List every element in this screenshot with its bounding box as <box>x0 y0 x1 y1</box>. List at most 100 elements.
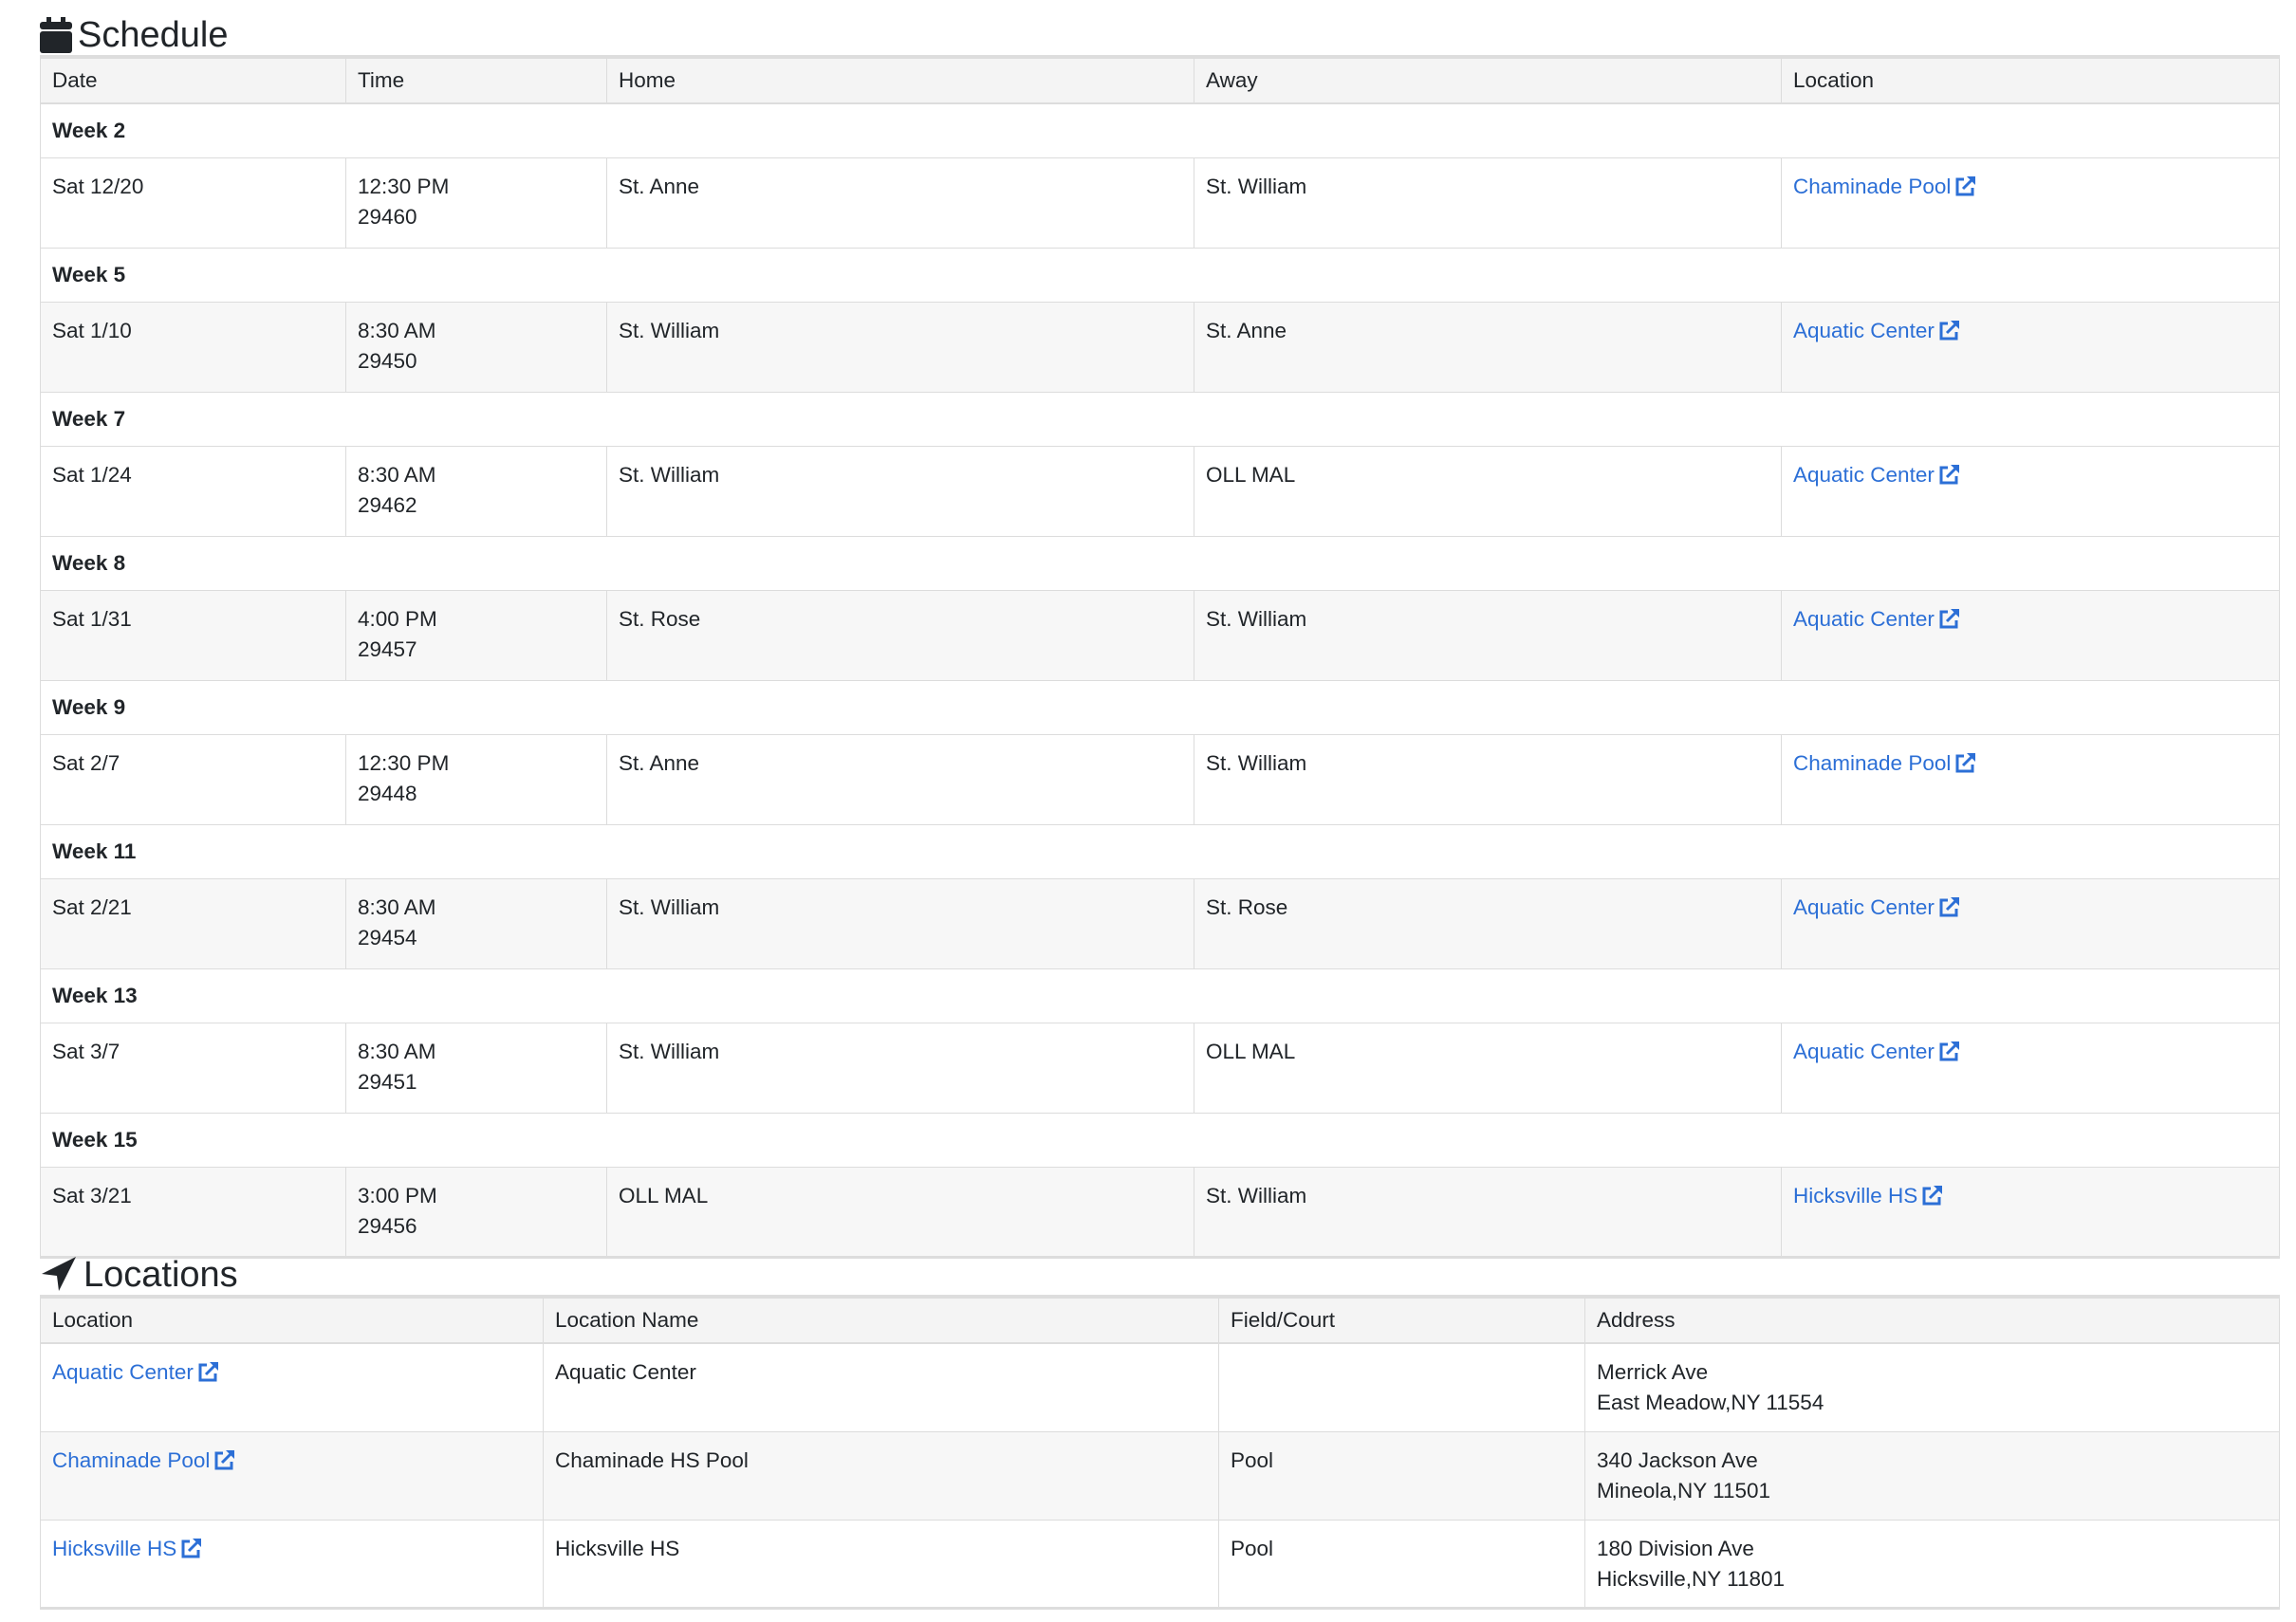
external-link-icon <box>1955 176 1976 196</box>
location-link[interactable]: Aquatic Center <box>1793 895 1961 919</box>
game-location-cell: Aquatic Center <box>1781 446 2280 537</box>
game-id: 29448 <box>358 782 417 805</box>
game-row: Sat 1/10 8:30 AM 29450 St. William St. An… <box>40 302 2280 393</box>
week-row: Week 11 <box>40 824 2280 879</box>
game-id: 29456 <box>358 1214 417 1238</box>
game-date: Sat 3/21 <box>40 1167 346 1258</box>
schedule-table: Date Time Home Away Location Week 2 Sat … <box>40 55 2280 1259</box>
location-link-text: Aquatic Center <box>1793 895 1935 919</box>
location-name: Aquatic Center <box>543 1342 1219 1432</box>
game-row: Sat 3/21 3:00 PM 29456 OLL MAL St. Willia… <box>40 1167 2280 1258</box>
location-arrow-icon <box>42 1257 76 1291</box>
external-link-icon <box>1939 1041 1959 1061</box>
game-location-cell: Aquatic Center <box>1781 590 2280 681</box>
locations-table: Location Location Name Field/Court Addre… <box>40 1295 2280 1610</box>
location-cell: Chaminade Pool <box>40 1430 544 1521</box>
location-field: Pool <box>1218 1519 1585 1609</box>
game-away: St. Anne <box>1194 302 1782 393</box>
external-link-icon <box>1939 321 1959 341</box>
game-date: Sat 1/24 <box>40 446 346 537</box>
external-link-icon <box>1922 1186 1943 1206</box>
game-time: 3:00 PM <box>358 1184 437 1207</box>
game-date: Sat 1/10 <box>40 302 346 393</box>
game-date: Sat 2/7 <box>40 734 346 825</box>
game-location-cell: Chaminade Pool <box>1781 157 2280 249</box>
col-away: Away <box>1194 56 1782 104</box>
game-away: St. William <box>1194 734 1782 825</box>
location-link[interactable]: Hicksville HS <box>52 1537 203 1560</box>
locations-title: Locations <box>83 1255 238 1295</box>
game-home: St. William <box>606 878 1194 969</box>
location-link[interactable]: Hicksville HS <box>1793 1184 1944 1207</box>
game-home: St. Anne <box>606 734 1194 825</box>
address-line-1: 180 Division Ave <box>1597 1536 1754 1560</box>
location-link[interactable]: Aquatic Center <box>1793 1040 1961 1063</box>
week-row: Week 5 <box>40 248 2280 303</box>
col-address: Address <box>1584 1296 2280 1344</box>
game-id: 29457 <box>358 637 417 661</box>
game-time: 8:30 AM <box>358 319 436 342</box>
location-link-text: Aquatic Center <box>52 1360 194 1384</box>
game-id: 29451 <box>358 1070 417 1094</box>
week-row: Week 2 <box>40 102 2280 158</box>
game-location-cell: Aquatic Center <box>1781 302 2280 393</box>
col-date: Date <box>40 56 346 104</box>
game-row: Sat 1/31 4:00 PM 29457 St. Rose St. Willi… <box>40 590 2280 681</box>
schedule-heading: Schedule <box>40 0 2279 55</box>
game-time: 4:00 PM <box>358 607 437 631</box>
location-row: Aquatic Center Aquatic Center Merrick Av… <box>40 1342 2280 1432</box>
game-location-cell: Hicksville HS <box>1781 1167 2280 1258</box>
location-link[interactable]: Chaminade Pool <box>1793 175 1977 198</box>
game-location-cell: Chaminade Pool <box>1781 734 2280 825</box>
game-away: St. Rose <box>1194 878 1782 969</box>
game-row: Sat 2/21 8:30 AM 29454 St. William St. Ro… <box>40 878 2280 969</box>
location-link[interactable]: Aquatic Center <box>1793 319 1961 342</box>
calendar-icon <box>40 17 72 53</box>
game-id: 29460 <box>358 205 417 229</box>
game-date: Sat 3/7 <box>40 1023 346 1114</box>
schedule-section: Schedule Date Time Home Away Location We… <box>40 0 2280 1259</box>
external-link-icon <box>1939 897 1959 917</box>
location-link-text: Hicksville HS <box>52 1536 177 1560</box>
address-line-1: Merrick Ave <box>1597 1360 1709 1384</box>
location-link[interactable]: Chaminade Pool <box>1793 751 1977 775</box>
location-link-text: Hicksville HS <box>1793 1184 1918 1207</box>
game-away: St. William <box>1194 1167 1782 1258</box>
address-line-2: East Meadow,NY 11554 <box>1597 1391 1824 1414</box>
game-id: 29454 <box>358 926 417 949</box>
location-cell: Aquatic Center <box>40 1342 544 1432</box>
location-link[interactable]: Aquatic Center <box>52 1360 220 1384</box>
address-line-1: 340 Jackson Ave <box>1597 1447 1758 1472</box>
game-time-cell: 8:30 AM 29450 <box>345 302 607 393</box>
game-time-cell: 4:00 PM 29457 <box>345 590 607 681</box>
week-label: Week 7 <box>40 392 2280 447</box>
game-date: Sat 2/21 <box>40 878 346 969</box>
external-link-icon <box>198 1362 218 1382</box>
location-address: 340 Jackson Ave Mineola,NY 11501 <box>1584 1430 2280 1521</box>
location-link[interactable]: Chaminade Pool <box>52 1448 236 1472</box>
location-row: Hicksville HS Hicksville HS Pool 180 Div… <box>40 1519 2280 1609</box>
game-home: St. William <box>606 446 1194 537</box>
game-time: 12:30 PM <box>358 751 450 775</box>
week-row: Week 13 <box>40 968 2280 1023</box>
locations-heading: Locations <box>40 1240 2279 1295</box>
col-home: Home <box>606 56 1194 104</box>
game-row: Sat 12/20 12:30 PM 29460 St. Anne St. Wil… <box>40 157 2280 249</box>
location-cell: Hicksville HS <box>40 1519 544 1609</box>
week-row: Week 8 <box>40 536 2280 591</box>
locations-header-row: Location Location Name Field/Court Addre… <box>40 1296 2280 1344</box>
game-location-cell: Aquatic Center <box>1781 878 2280 969</box>
game-id: 29462 <box>358 493 417 517</box>
location-field <box>1218 1342 1585 1432</box>
location-link[interactable]: Aquatic Center <box>1793 463 1961 487</box>
game-row: Sat 3/7 8:30 AM 29451 St. William OLL MAL… <box>40 1023 2280 1114</box>
game-home: St. William <box>606 302 1194 393</box>
location-link[interactable]: Aquatic Center <box>1793 607 1961 631</box>
address-line-2: Mineola,NY 11501 <box>1597 1478 1771 1502</box>
game-time: 8:30 AM <box>358 1040 436 1063</box>
week-label: Week 13 <box>40 968 2280 1023</box>
week-label: Week 8 <box>40 536 2280 591</box>
col-location: Location <box>1781 56 2280 104</box>
schedule-header-row: Date Time Home Away Location <box>40 56 2280 104</box>
game-time-cell: 3:00 PM 29456 <box>345 1167 607 1258</box>
